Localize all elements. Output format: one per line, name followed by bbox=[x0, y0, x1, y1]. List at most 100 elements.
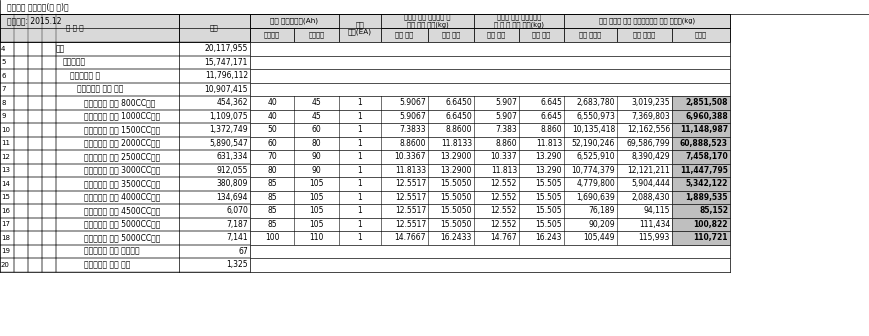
Bar bbox=[672, 96, 730, 110]
Text: 60: 60 bbox=[312, 125, 322, 134]
Text: 7,187: 7,187 bbox=[227, 220, 248, 229]
Bar bbox=[672, 136, 730, 150]
Text: 115,993: 115,993 bbox=[639, 233, 670, 242]
Text: 4,779,800: 4,779,800 bbox=[576, 179, 615, 188]
Text: 음용일반형 계: 음용일반형 계 bbox=[70, 71, 100, 80]
Text: 1: 1 bbox=[358, 193, 362, 202]
Text: 90: 90 bbox=[312, 152, 322, 161]
Text: 70: 70 bbox=[267, 152, 277, 161]
Text: 5,342,122: 5,342,122 bbox=[686, 179, 728, 188]
Text: 85,152: 85,152 bbox=[699, 206, 728, 215]
Text: 11.813: 11.813 bbox=[536, 139, 562, 148]
Text: 최대 총량: 최대 총량 bbox=[533, 32, 551, 38]
Text: 12.5517: 12.5517 bbox=[395, 220, 426, 229]
Text: 105: 105 bbox=[309, 193, 324, 202]
Text: 6.645: 6.645 bbox=[541, 98, 562, 107]
Text: 8.8600: 8.8600 bbox=[446, 125, 472, 134]
Text: 7.383: 7.383 bbox=[495, 125, 517, 134]
Bar bbox=[250, 28, 294, 42]
Bar bbox=[250, 191, 730, 204]
Bar bbox=[564, 28, 617, 42]
Bar bbox=[250, 258, 730, 271]
Text: 10,907,415: 10,907,415 bbox=[204, 85, 248, 94]
Text: 1: 1 bbox=[358, 152, 362, 161]
Text: 음용일반형 국산 4000CC미만: 음용일반형 국산 4000CC미만 bbox=[84, 193, 161, 202]
Text: 14: 14 bbox=[1, 181, 10, 187]
Text: 10.337: 10.337 bbox=[490, 152, 517, 161]
Text: 13.290: 13.290 bbox=[535, 166, 562, 175]
Text: 1: 1 bbox=[358, 206, 362, 215]
Text: 13.2900: 13.2900 bbox=[441, 166, 472, 175]
Text: 20: 20 bbox=[1, 262, 10, 268]
Text: 15.5050: 15.5050 bbox=[441, 179, 472, 188]
Text: 1: 1 bbox=[358, 233, 362, 242]
Text: 10,774,379: 10,774,379 bbox=[572, 166, 615, 175]
Text: 최소 총량: 최소 총량 bbox=[488, 32, 506, 38]
Text: 음용일반형 국산 제원전기: 음용일반형 국산 제원전기 bbox=[84, 247, 140, 256]
Text: 14.767: 14.767 bbox=[490, 233, 517, 242]
Text: 1,889,535: 1,889,535 bbox=[686, 193, 728, 202]
Text: 11.813: 11.813 bbox=[491, 166, 517, 175]
Text: 380,809: 380,809 bbox=[216, 179, 248, 188]
Bar bbox=[672, 191, 730, 204]
Bar bbox=[250, 245, 730, 258]
Text: 6: 6 bbox=[1, 73, 5, 79]
Text: 7.3833: 7.3833 bbox=[400, 125, 426, 134]
Text: 최소 무게: 최소 무게 bbox=[395, 32, 414, 38]
Text: 응용차합계: 응용차합계 bbox=[63, 58, 86, 67]
Bar bbox=[519, 28, 564, 42]
Text: 11,447,795: 11,447,795 bbox=[680, 166, 728, 175]
Text: 8.860: 8.860 bbox=[495, 139, 517, 148]
Text: 1,109,075: 1,109,075 bbox=[209, 112, 248, 121]
Text: 85: 85 bbox=[267, 179, 277, 188]
Text: 3,019,235: 3,019,235 bbox=[632, 98, 670, 107]
Text: 음용일반형 국산 1500CC미만: 음용일반형 국산 1500CC미만 bbox=[84, 125, 160, 134]
Text: 16: 16 bbox=[1, 208, 10, 214]
Text: 7,369,803: 7,369,803 bbox=[631, 112, 670, 121]
Bar bbox=[381, 14, 474, 28]
Text: 85: 85 bbox=[267, 193, 277, 202]
Text: 9: 9 bbox=[1, 113, 5, 119]
Text: 76,189: 76,189 bbox=[588, 206, 615, 215]
Text: 율지수 비율 평균으로 환
산된 납의 무게(kg): 율지수 비율 평균으로 환 산된 납의 무게(kg) bbox=[404, 14, 451, 28]
Text: 2,683,780: 2,683,780 bbox=[576, 98, 615, 107]
Text: 1,325: 1,325 bbox=[227, 260, 248, 269]
Text: 7,141: 7,141 bbox=[227, 233, 248, 242]
Text: 음용일반형 국산 1000CC미만: 음용일반형 국산 1000CC미만 bbox=[84, 112, 160, 121]
Bar bbox=[672, 231, 730, 245]
Text: 음용일반형 국산 3000CC미만: 음용일반형 국산 3000CC미만 bbox=[84, 166, 161, 175]
Text: 5.9067: 5.9067 bbox=[399, 98, 426, 107]
Text: 11,148,987: 11,148,987 bbox=[680, 125, 728, 134]
Bar bbox=[294, 28, 339, 42]
Text: 67: 67 bbox=[238, 247, 248, 256]
Text: 음용일반형 국산 소계: 음용일반형 국산 소계 bbox=[77, 85, 123, 94]
Text: 40: 40 bbox=[267, 112, 277, 121]
Text: 45: 45 bbox=[312, 98, 322, 107]
Text: 1,690,639: 1,690,639 bbox=[576, 193, 615, 202]
Text: 11: 11 bbox=[1, 140, 10, 146]
Text: 100,822: 100,822 bbox=[693, 220, 728, 229]
Text: 11.8133: 11.8133 bbox=[395, 166, 426, 175]
Text: 6,070: 6,070 bbox=[226, 206, 248, 215]
Text: 8,390,429: 8,390,429 bbox=[632, 152, 670, 161]
Text: 105: 105 bbox=[309, 220, 324, 229]
Text: 음용일반형 국산 3500CC미만: 음용일반형 국산 3500CC미만 bbox=[84, 179, 161, 188]
Text: 18: 18 bbox=[1, 235, 10, 241]
Text: 15: 15 bbox=[1, 194, 10, 200]
Text: 16.2433: 16.2433 bbox=[441, 233, 472, 242]
Text: 100: 100 bbox=[265, 233, 279, 242]
Text: 2,088,430: 2,088,430 bbox=[632, 193, 670, 202]
Text: 5,904,444: 5,904,444 bbox=[631, 179, 670, 188]
Text: 45: 45 bbox=[312, 112, 322, 121]
Bar bbox=[0, 14, 179, 42]
Text: 1: 1 bbox=[358, 125, 362, 134]
Text: 음용일반형 국산 5000CC미만: 음용일반형 국산 5000CC미만 bbox=[84, 220, 161, 229]
Text: 110: 110 bbox=[309, 233, 323, 242]
Text: 12.5517: 12.5517 bbox=[395, 179, 426, 188]
Text: 7,458,170: 7,458,170 bbox=[686, 152, 728, 161]
Text: 912,055: 912,055 bbox=[216, 166, 248, 175]
Text: 85: 85 bbox=[267, 206, 277, 215]
Text: 105: 105 bbox=[309, 179, 324, 188]
Bar bbox=[564, 14, 730, 28]
Text: 15.505: 15.505 bbox=[535, 179, 562, 188]
